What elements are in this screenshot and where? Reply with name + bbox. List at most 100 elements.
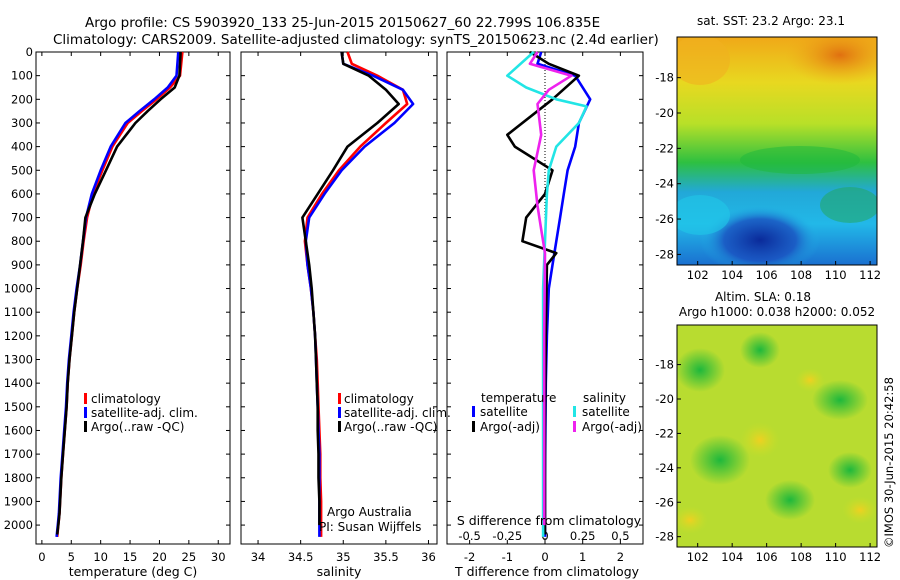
x-tick-label: 35.5 — [373, 550, 399, 564]
legend-swatch-satellite — [338, 407, 341, 418]
x-top-tick-label: 0.25 — [570, 529, 596, 543]
series-line-temperature-argo-adj- — [505, 50, 581, 535]
y-tick-label: 500 — [11, 163, 33, 177]
y-tick-label: 2000 — [4, 518, 33, 532]
series-line-argo-raw-qc- — [55, 51, 182, 535]
map-y-tick-label: -24 — [655, 461, 674, 475]
y-tick-label: 1900 — [4, 494, 33, 508]
difference-top-axis-label: S difference from climatology — [457, 513, 642, 528]
y-tick-label: 1700 — [4, 447, 33, 461]
map-y-tick-label: -28 — [655, 530, 674, 544]
map-y-tick-label: -18 — [655, 71, 674, 85]
y-tick-label: 1800 — [4, 471, 33, 485]
x-tick-label: 15 — [123, 550, 138, 564]
y-tick-label: 600 — [11, 187, 33, 201]
legend-label: climatology — [91, 392, 161, 406]
figure-title-line2: Climatology: CARS2009. Satellite-adjuste… — [53, 32, 659, 48]
x-tick-label: 20 — [152, 550, 167, 564]
y-tick-label: 1000 — [4, 282, 33, 296]
legend-swatch-argo — [84, 421, 87, 432]
y-tick-label: 400 — [11, 140, 33, 154]
legend-swatch-sal-argo — [573, 421, 576, 432]
legend-swatch-sal-satellite — [573, 406, 576, 417]
legend-swatch-climatology — [338, 393, 341, 404]
y-tick-label: 1400 — [4, 376, 33, 390]
map-y-tick-label: -22 — [655, 426, 674, 440]
sla-map-axes: 102 104 106 108 110 112 -18 -20 -22 -24 -26 -28 — [655, 358, 881, 564]
x-tick-label: 25 — [182, 550, 197, 564]
y-tick-label: 300 — [11, 116, 33, 130]
map-x-tick-label: 102 — [687, 268, 709, 282]
map-y-tick-label: -26 — [655, 212, 674, 226]
legend-header-temperature: temperature — [481, 391, 556, 405]
map-x-tick-label: 108 — [790, 268, 812, 282]
map-x-tick-label: 110 — [825, 550, 847, 564]
x-tick-label: 34.5 — [288, 550, 314, 564]
temperature-panel: 0100200300400500600700800900100011001200… — [4, 45, 230, 564]
map-x-tick-label: 106 — [756, 550, 778, 564]
map-x-tick-label: 112 — [859, 550, 881, 564]
x-tick-label: -1 — [502, 550, 513, 564]
x-tick-label: 5 — [68, 550, 75, 564]
legend-label: satellite — [480, 405, 528, 419]
legend-label: satellite-adj. clim. — [344, 406, 451, 420]
x-tick-label: 34 — [251, 550, 266, 564]
x-tick-label: 36 — [421, 550, 436, 564]
series-line-argo-raw-qc- — [301, 51, 401, 526]
figure-title-line1: Argo profile: CS 5903920_133 25-Jun-2015… — [85, 15, 600, 31]
map-y-tick-label: -20 — [655, 392, 674, 406]
temperature-plot-frame — [35, 51, 231, 545]
temperature-legend: climatology satellite-adj. clim. Argo(..… — [84, 392, 198, 434]
sst-map-title: sat. SST: 23.2 Argo: 23.1 — [697, 14, 845, 28]
difference-legend: temperature salinity satellite Argo(-adj… — [472, 391, 642, 434]
sla-heatmap — [677, 325, 877, 547]
sla-map-title-line2: Argo h1000: 0.038 h2000: 0.052 — [679, 305, 875, 319]
legend-label: satellite-adj. clim. — [91, 406, 198, 420]
credit-line1: Argo Australia — [327, 505, 412, 519]
y-tick-label: 200 — [11, 92, 33, 106]
legend-swatch-argo — [338, 421, 341, 432]
y-tick-label: 800 — [11, 234, 33, 248]
legend-label: climatology — [344, 392, 414, 406]
x-tick-label: 10 — [93, 550, 108, 564]
y-tick-label: 1300 — [4, 353, 33, 367]
legend-label: Argo(-adj) — [480, 420, 540, 434]
x-top-tick-label: -0.25 — [492, 529, 522, 543]
y-tick-label: 900 — [11, 258, 33, 272]
y-tick-label: 100 — [11, 69, 33, 83]
y-tick-label: 1600 — [4, 423, 33, 437]
map-y-tick-label: -26 — [655, 495, 674, 509]
legend-swatch-satellite — [84, 407, 87, 418]
y-tick-label: 1500 — [4, 400, 33, 414]
map-x-tick-label: 104 — [721, 550, 743, 564]
x-tick-label: 30 — [211, 550, 226, 564]
x-top-tick-label: -0.5 — [458, 529, 480, 543]
map-x-tick-label: 110 — [825, 268, 847, 282]
x-tick-label: 2 — [617, 550, 624, 564]
salinity-legend: climatology satellite-adj. clim. Argo(..… — [338, 392, 451, 434]
map-x-tick-label: 102 — [687, 550, 709, 564]
imos-timestamp: ©IMOS 30-Jun-2015 20:42:58 — [882, 377, 896, 548]
legend-label: Argo(..raw -QC) — [91, 420, 184, 434]
temperature-axis-label: temperature (deg C) — [69, 564, 198, 579]
difference-bottom-axis-label: T difference from climatology — [454, 564, 640, 579]
x-tick-label: -2 — [464, 550, 475, 564]
series-line-salinity-argo-adj- — [528, 51, 573, 526]
map-y-tick-label: -28 — [655, 247, 674, 261]
legend-label: Argo(-adj) — [582, 420, 642, 434]
sst-heatmap — [677, 37, 877, 265]
sla-map-frame — [676, 324, 878, 548]
map-y-tick-label: -20 — [655, 106, 674, 120]
map-x-tick-label: 104 — [721, 268, 743, 282]
y-tick-label: 700 — [11, 211, 33, 225]
y-tick-label: 0 — [26, 45, 33, 59]
series-line-satellite-adj-clim- — [55, 51, 180, 538]
salinity-panel: 34 34.5 35 35.5 36 — [241, 51, 437, 564]
legend-swatch-climatology — [84, 393, 87, 404]
x-top-tick-label: 0.5 — [611, 529, 629, 543]
series-line-satellite-adj-clim- — [304, 51, 415, 537]
legend-swatch-temp-satellite — [472, 406, 475, 417]
x-tick-label: 0 — [541, 550, 548, 564]
